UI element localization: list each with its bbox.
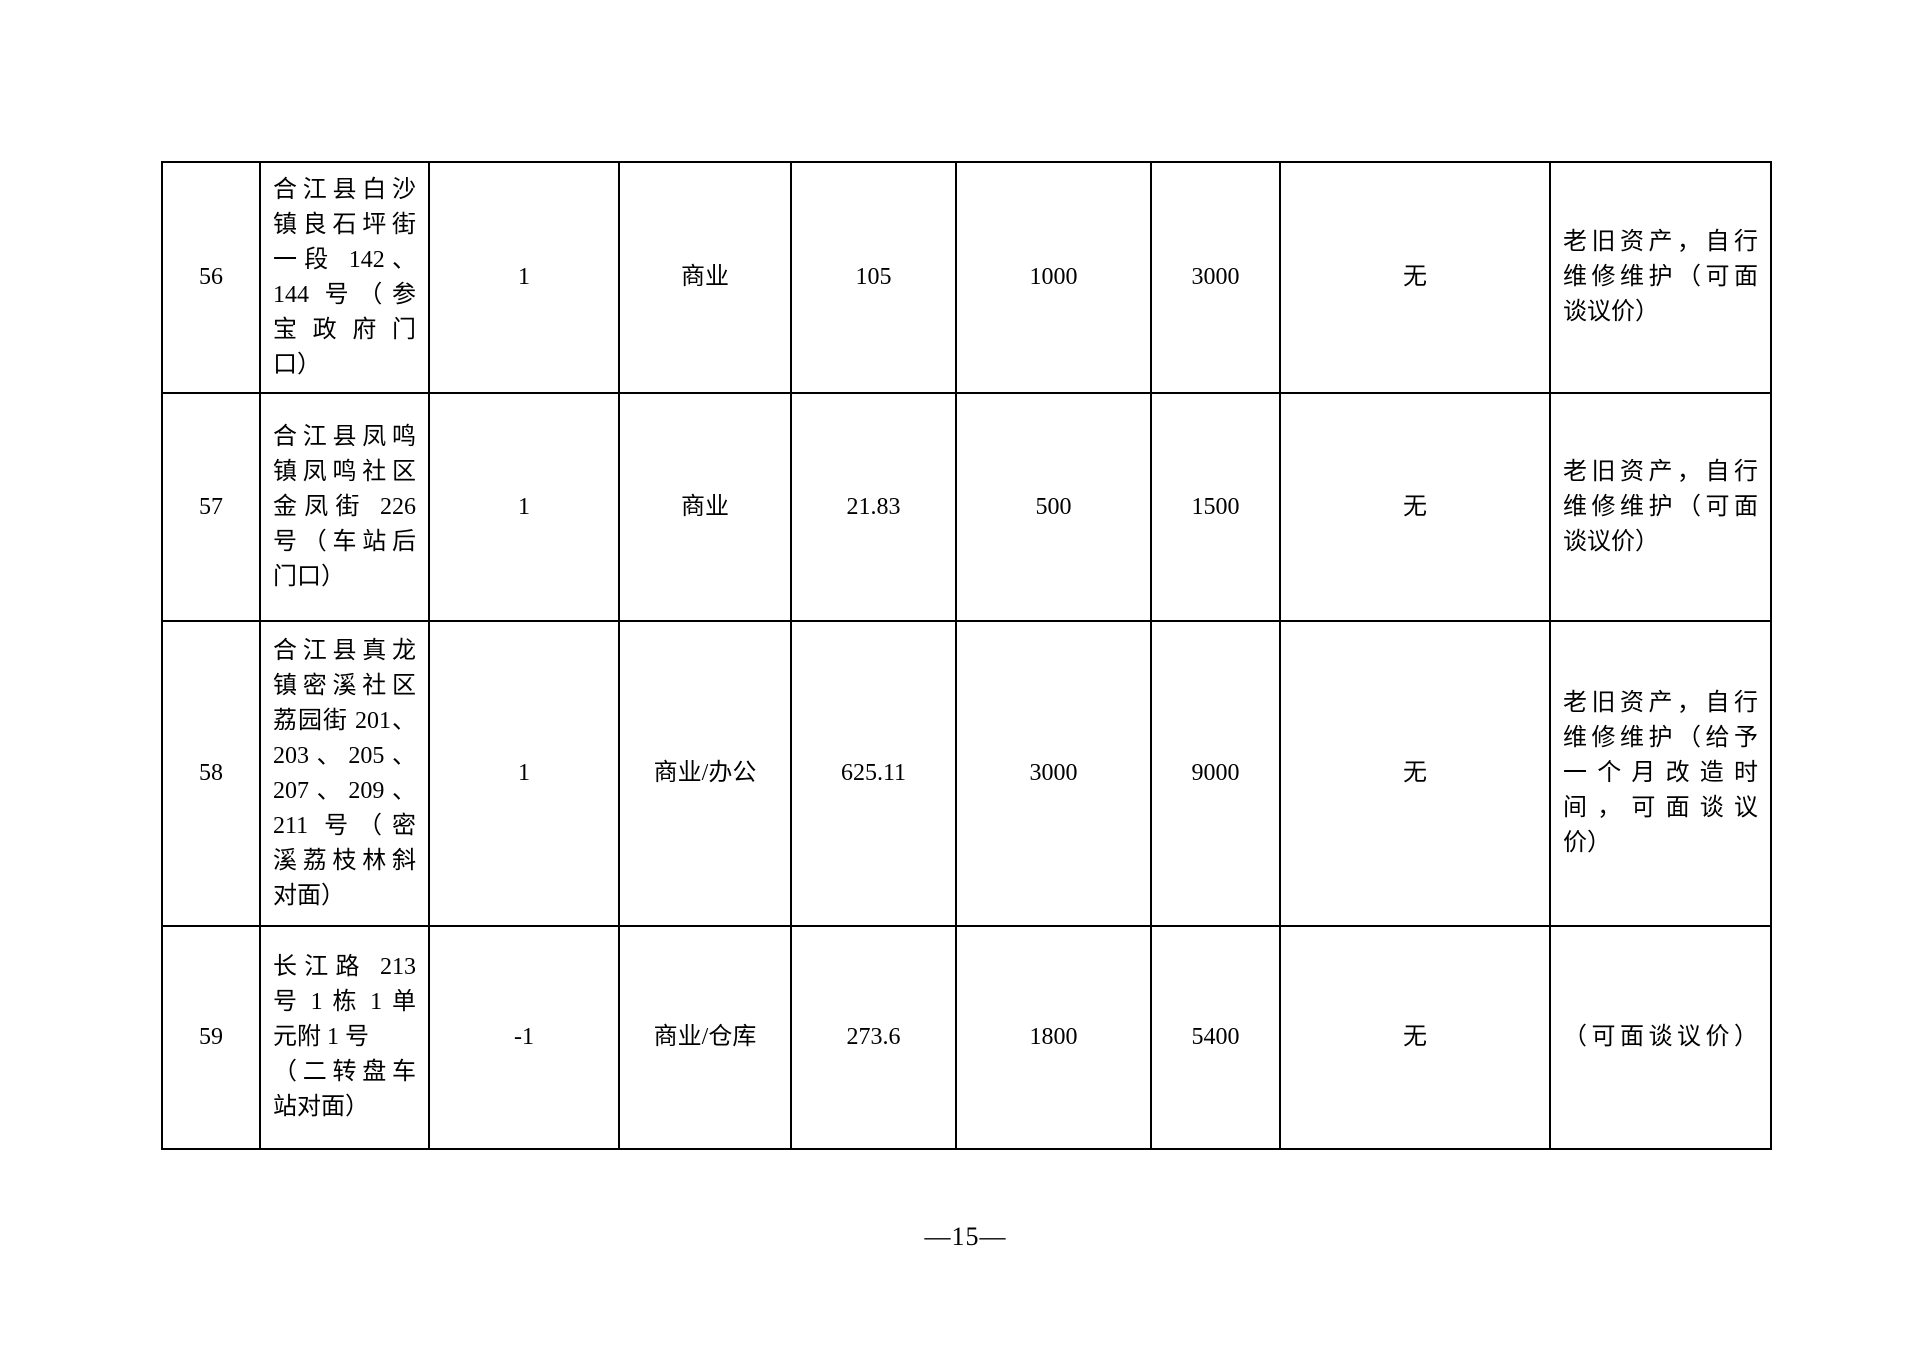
cell-line: 合江县白沙 <box>273 176 416 203</box>
cell-floor: -1 <box>428 925 620 1150</box>
cell-seq: 58 <box>161 620 261 927</box>
cell-line: 老旧资产，自行 <box>1563 229 1758 255</box>
cell-seq: 56 <box>161 161 261 394</box>
cell-floor: 1 <box>428 620 620 927</box>
cell-line: 号 1 栋 1 单 <box>273 989 416 1015</box>
cell-monthly_price: 1000 <box>955 161 1152 394</box>
cell-line: 维修维护（可面 <box>1563 493 1758 520</box>
cell-address: 合江县真龙镇密溪社区荔园街 201、 203、205、 207、209、 211 号（… <box>259 620 430 927</box>
cell-note: 无 <box>1279 161 1551 394</box>
cell-line: 荔园街 201、 <box>273 707 416 734</box>
cell-address: 合江县凤鸣镇凤鸣社区金凤街 226 号（车站后门口） <box>259 392 430 622</box>
cell-line: 站对面） <box>273 1094 369 1120</box>
cell-line: 合江县凤鸣 <box>273 423 416 450</box>
cell-line: 老旧资产，自行 <box>1563 458 1758 485</box>
table-body: 56 合江县白沙 镇良石坪街 一段 142、 144 号（参 宝政府门 口） 1 商业 105 10… <box>161 161 1772 1150</box>
table-row: 59 长江路 213 号 1 栋 1 单元附 1 号 （二转盘车站对面） -1 商业/仓库… <box>161 925 1772 1150</box>
cell-line: 203、205、 <box>273 742 416 769</box>
cell-remark: 老旧资产，自行 维修维护（可面 谈议价） <box>1549 161 1772 394</box>
cell-area: 105 <box>790 161 957 394</box>
cell-remark: 老旧资产，自行 维修维护（给予 一个月改造时 间，可面谈议 价） <box>1549 620 1772 927</box>
cell-line: 元附 1 号 <box>273 1024 369 1050</box>
cell-seq: 59 <box>161 925 261 1150</box>
cell-line: 镇凤鸣社区 <box>273 458 416 485</box>
cell-area: 625.11 <box>790 620 957 927</box>
cell-annual_price: 5400 <box>1150 925 1281 1150</box>
cell-annual_price: 3000 <box>1150 161 1281 394</box>
cell-floor: 1 <box>428 392 620 622</box>
cell-address: 长江路 213 号 1 栋 1 单元附 1 号 （二转盘车站对面） <box>259 925 430 1150</box>
cell-line: 谈议价） <box>1563 528 1659 555</box>
cell-line: 长江路 213 <box>273 954 416 980</box>
cell-remark: 老旧资产，自行 维修维护（可面 谈议价） <box>1549 392 1772 622</box>
cell-line: 宝政府门 <box>273 316 416 343</box>
cell-line: 207、209、 <box>273 777 416 804</box>
cell-line: （可面谈议价） <box>1563 1024 1758 1050</box>
cell-note: 无 <box>1279 392 1551 622</box>
cell-floor: 1 <box>428 161 620 394</box>
cell-line: 谈议价） <box>1563 299 1659 325</box>
table-row: 58 合江县真龙镇密溪社区荔园街 201、 203、205、 207、209、 211 … <box>161 620 1772 927</box>
cell-usage: 商业/仓库 <box>618 925 792 1150</box>
cell-line: 镇密溪社区 <box>273 672 416 699</box>
cell-line: 维修维护（可面 <box>1563 264 1758 290</box>
cell-line: （二转盘车 <box>273 1059 416 1085</box>
cell-annual_price: 1500 <box>1150 392 1281 622</box>
cell-seq: 57 <box>161 392 261 622</box>
cell-annual_price: 9000 <box>1150 620 1281 927</box>
cell-usage: 商业 <box>618 161 792 394</box>
cell-line: 溪荔枝林斜 <box>273 847 416 874</box>
cell-monthly_price: 3000 <box>955 620 1152 927</box>
cell-line: 口） <box>273 351 321 378</box>
cell-line: 价） <box>1563 830 1611 856</box>
cell-monthly_price: 500 <box>955 392 1152 622</box>
cell-line: 维修维护（给予 <box>1563 725 1758 751</box>
cell-usage: 商业/办公 <box>618 620 792 927</box>
cell-line: 211 号（密 <box>273 812 416 839</box>
page-number: —15— <box>924 1222 1007 1251</box>
cell-line: 金凤街 226 <box>273 493 416 520</box>
table-row: 57 合江县凤鸣镇凤鸣社区金凤街 226 号（车站后门口） 1 商业 21.83 500 15… <box>161 392 1772 622</box>
table-row: 56 合江县白沙镇良石坪街一段 142、 144 号（参 宝政府门口） 1 商业 105 10… <box>161 161 1772 394</box>
cell-line: 号（车站后 <box>273 528 416 555</box>
cell-line: 一段 142、 <box>273 246 416 273</box>
cell-line: 一个月改造时 <box>1563 760 1758 786</box>
cell-line: 间，可面谈议 <box>1563 795 1758 821</box>
cell-line: 144 号（参 <box>273 281 416 308</box>
cell-address: 合江县白沙镇良石坪街一段 142、 144 号（参 宝政府门口） <box>259 161 430 394</box>
cell-line: 门口） <box>273 563 345 590</box>
cell-line: 老旧资产，自行 <box>1563 690 1758 716</box>
cell-note: 无 <box>1279 620 1551 927</box>
property-listing-table: 56 合江县白沙 镇良石坪街 一段 142、 144 号（参 宝政府门 口） 1 商业 105 10… <box>161 161 1772 1150</box>
cell-monthly_price: 1800 <box>955 925 1152 1150</box>
cell-remark: （可面谈议价） <box>1549 925 1772 1150</box>
cell-area: 273.6 <box>790 925 957 1150</box>
cell-usage: 商业 <box>618 392 792 622</box>
cell-note: 无 <box>1279 925 1551 1150</box>
cell-area: 21.83 <box>790 392 957 622</box>
cell-line: 镇良石坪街 <box>273 211 416 238</box>
cell-line: 对面） <box>273 882 345 909</box>
cell-line: 合江县真龙 <box>273 637 416 664</box>
